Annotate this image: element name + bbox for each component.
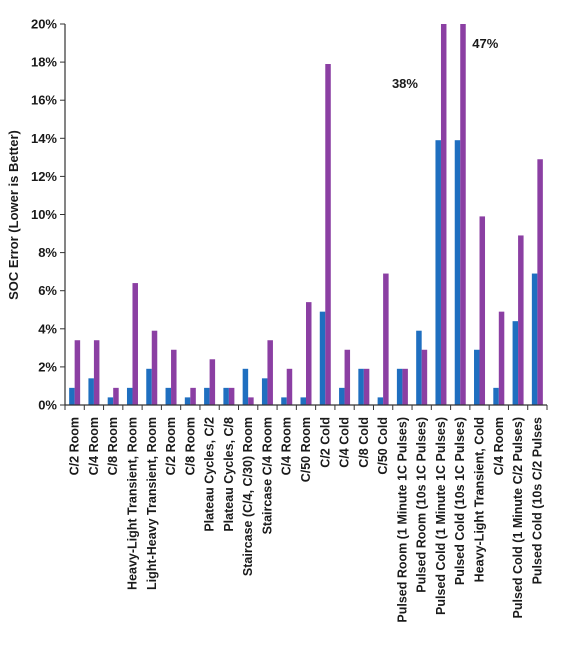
x-tick-label: Heavy-Light Transient, Cold — [473, 417, 487, 582]
y-tick-labels: 0% 2% 4% 6% 8% 10% 12% 14% 16% 18% 20% — [31, 17, 57, 413]
bar — [339, 387, 345, 405]
bar — [248, 397, 254, 405]
bar — [421, 349, 428, 405]
x-tick-label: C/8 Room — [106, 417, 120, 475]
y-tick-label: 2% — [38, 359, 57, 374]
bar — [493, 387, 499, 405]
bar — [93, 340, 100, 405]
bar — [300, 397, 306, 405]
bar — [358, 368, 364, 405]
bar — [344, 349, 351, 405]
bar — [165, 387, 172, 405]
x-tick-label: C/8 Room — [183, 417, 197, 475]
bar — [107, 397, 114, 405]
bar-annotation: 38% — [392, 76, 418, 91]
y-tick-label: 10% — [31, 207, 57, 222]
bar — [204, 387, 210, 405]
x-tick-label: C/4 Room — [87, 417, 101, 475]
x-tick-label: Pulsed Room (10s 1C Pulses) — [415, 417, 429, 593]
bar — [319, 311, 326, 405]
x-tick-label: Pulsed Cold (10s C/2 Pulses — [530, 417, 544, 584]
bar — [531, 273, 538, 405]
bar — [132, 283, 138, 405]
bar — [74, 340, 81, 405]
bar — [518, 235, 524, 405]
axes — [60, 23, 548, 410]
bars — [69, 24, 543, 405]
x-tick-label: C/2 Cold — [318, 417, 332, 468]
bar — [228, 387, 235, 405]
x-tick-label: C/50 Room — [299, 417, 313, 482]
bar — [209, 359, 216, 405]
bar — [435, 140, 441, 405]
y-tick-label: 4% — [38, 321, 57, 336]
bar — [171, 349, 177, 405]
y-axis-label: SOC Error (Lower is Better) — [6, 130, 21, 300]
bar — [184, 397, 191, 405]
bar — [440, 24, 447, 405]
x-tick-label: C/4 Cold — [338, 417, 352, 468]
bar — [190, 387, 196, 405]
bar — [402, 368, 408, 405]
x-tick-label: Staircase (C/4, C/30) Room — [241, 417, 255, 576]
y-tick-label: 14% — [31, 131, 57, 146]
x-tick-label: C/4 Room — [280, 417, 294, 475]
x-tick-label: C/50 Cold — [376, 417, 390, 475]
x-tick-label: C/2 Room — [68, 417, 82, 475]
x-tick-label: Pulsed Cold (1 Minute C/2 Pulses) — [511, 417, 525, 618]
y-tick-label: 18% — [31, 55, 57, 70]
y-tick-label: 20% — [31, 17, 57, 32]
x-tick-label: Staircase C/4 Room — [260, 417, 274, 534]
x-tick-label: Heavy-Light Transient, Room — [125, 417, 139, 590]
bar — [383, 273, 389, 405]
x-tick-label: Pulsed Cold (10s 1C Pulses) — [453, 417, 467, 585]
bar — [474, 349, 480, 405]
y-tick-label: 8% — [38, 245, 57, 260]
y-axis-title: SOC Error (Lower is Better) — [6, 130, 21, 300]
bar — [460, 24, 466, 405]
bar — [363, 368, 370, 405]
x-tick-label: C/2 Room — [164, 417, 178, 475]
bar — [325, 64, 331, 405]
x-tick-label: Light-Heavy Transient, Room — [145, 417, 159, 590]
bar — [416, 330, 422, 405]
x-tick-label: Plateau Cycles, C/2 — [203, 417, 217, 532]
x-tick-label: C/8 Cold — [357, 417, 371, 468]
bar — [88, 378, 94, 405]
category-labels: C/2 Room C/4 Room C/8 Room Heavy-Light Tran… — [68, 417, 545, 623]
bar — [498, 311, 505, 405]
bar — [512, 321, 519, 405]
bar — [146, 368, 152, 405]
bar — [223, 387, 229, 405]
y-tick-label: 12% — [31, 169, 57, 184]
bar — [151, 330, 158, 405]
bar — [113, 387, 119, 405]
bar-annotation: 47% — [472, 36, 498, 51]
bar — [261, 378, 268, 405]
bar — [242, 368, 249, 405]
annotations: 38% 47% — [392, 36, 499, 91]
x-tick-label: Plateau Cycles, C/8 — [222, 417, 236, 532]
bar — [69, 387, 75, 405]
y-tick-label: 0% — [38, 398, 57, 413]
bar — [281, 397, 287, 405]
bar — [126, 387, 133, 405]
y-tick-label: 16% — [31, 93, 57, 108]
x-tick-label: C/4 Room — [492, 417, 506, 475]
bar — [286, 368, 293, 405]
bar — [267, 340, 273, 405]
bar — [537, 159, 543, 405]
bar — [479, 216, 486, 405]
bar — [377, 397, 384, 405]
x-tick-label: Pulsed Cold (1 Minute 1C Pulses) — [434, 417, 448, 615]
bar — [396, 368, 403, 405]
bar — [454, 140, 461, 405]
x-tick-label: Pulsed Room (1 Minute 1C Pulses) — [395, 417, 409, 623]
y-tick-label: 6% — [38, 283, 57, 298]
bar — [306, 302, 312, 405]
